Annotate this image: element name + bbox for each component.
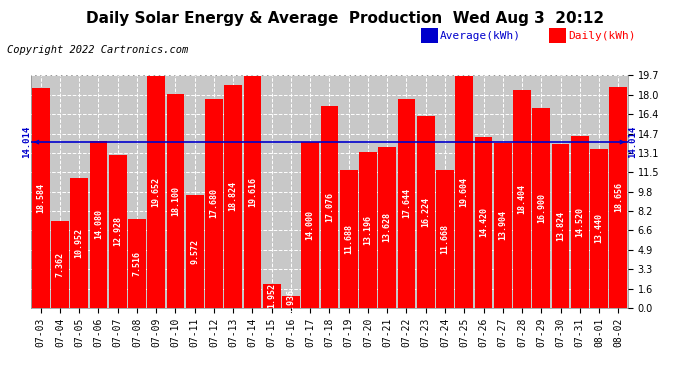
Text: Daily Solar Energy & Average  Production  Wed Aug 3  20:12: Daily Solar Energy & Average Production … [86,11,604,26]
Text: 9.572: 9.572 [190,238,199,264]
Bar [32,88,50,308]
Text: 14.080: 14.080 [94,209,103,239]
Bar [302,142,319,308]
Text: 16.900: 16.900 [537,193,546,223]
Bar [378,147,396,308]
Bar [186,195,204,308]
Text: 17.680: 17.680 [210,188,219,218]
Text: 18.100: 18.100 [171,186,180,216]
Text: 18.824: 18.824 [228,182,238,212]
Text: 14.420: 14.420 [479,207,488,237]
Bar [609,87,627,308]
Bar [166,94,184,308]
Bar [340,170,357,308]
Text: 14.014: 14.014 [628,126,637,158]
Text: 16.224: 16.224 [421,197,431,227]
Bar [590,149,608,308]
Bar [244,76,262,308]
Text: Copyright 2022 Cartronics.com: Copyright 2022 Cartronics.com [7,45,188,55]
Text: 19.652: 19.652 [152,177,161,207]
Bar [533,108,550,308]
Bar [513,90,531,308]
Bar [455,76,473,308]
Bar [70,178,88,308]
Text: 17.076: 17.076 [325,192,334,222]
Text: 10.952: 10.952 [75,228,83,258]
Text: 7.516: 7.516 [132,251,141,276]
Bar [51,220,69,308]
Bar [436,170,454,308]
Bar [205,99,223,308]
Text: 11.668: 11.668 [440,224,449,254]
Text: 18.404: 18.404 [518,184,526,214]
Text: 19.616: 19.616 [248,177,257,207]
Text: 13.824: 13.824 [556,211,565,241]
Bar [263,285,281,308]
Text: 1.952: 1.952 [267,284,276,309]
Text: 14.520: 14.520 [575,207,584,237]
Text: 18.656: 18.656 [614,182,623,212]
Text: Average(kWh): Average(kWh) [440,31,521,40]
Text: 13.440: 13.440 [595,213,604,243]
Bar [321,106,338,307]
Text: 13.904: 13.904 [498,210,507,240]
Text: 17.644: 17.644 [402,188,411,218]
Bar [282,297,300,307]
Text: 0.936: 0.936 [286,290,295,315]
Bar [90,141,107,308]
Bar [148,76,165,307]
Bar [397,99,415,308]
Bar [494,143,511,308]
Text: 7.362: 7.362 [55,252,64,276]
Bar [128,219,146,308]
Text: 11.688: 11.688 [344,224,353,254]
Bar [417,116,435,308]
Bar [475,137,493,308]
Text: 13.628: 13.628 [383,212,392,242]
Text: Daily(kWh): Daily(kWh) [568,31,635,40]
Text: 18.584: 18.584 [36,183,45,213]
Text: 12.928: 12.928 [113,216,122,246]
Bar [571,136,589,308]
Bar [552,144,569,308]
Text: 13.196: 13.196 [364,214,373,244]
Text: 14.014: 14.014 [22,126,31,158]
Text: 19.604: 19.604 [460,177,469,207]
Bar [109,155,126,308]
Bar [359,152,377,308]
Text: 14.000: 14.000 [306,210,315,240]
Bar [224,86,242,308]
